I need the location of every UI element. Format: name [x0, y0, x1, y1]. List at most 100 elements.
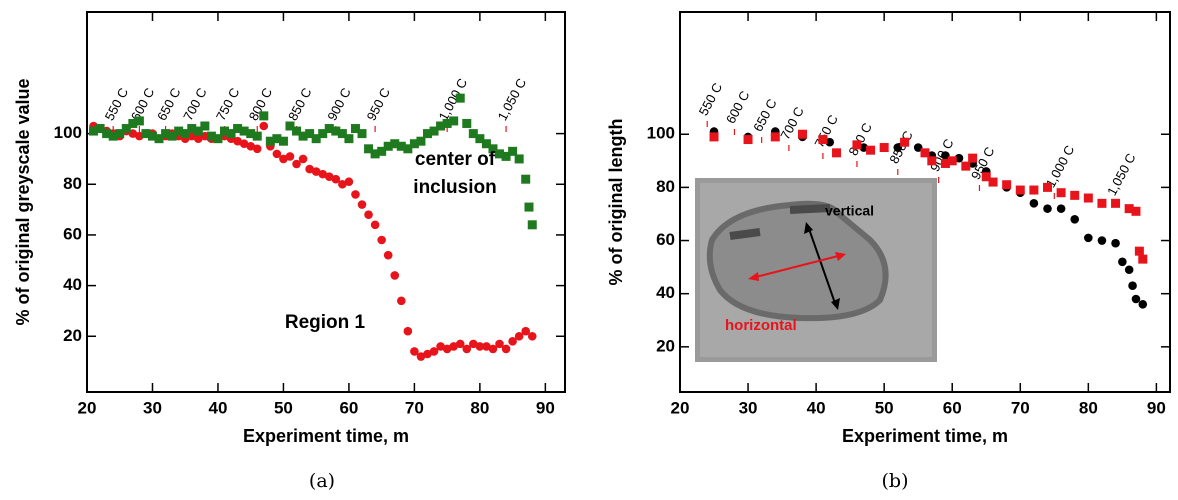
circle-point: [351, 190, 360, 199]
square-point: [89, 126, 99, 136]
square-point: [233, 124, 243, 134]
circle-point: [423, 349, 432, 359]
circle-point: [1118, 257, 1127, 267]
caption: (a): [309, 470, 335, 492]
circle-point: [285, 152, 295, 161]
square-point: [900, 137, 910, 147]
vertical-arrow: [807, 225, 837, 307]
annotation: 700 C: [180, 85, 210, 123]
circle-point: [482, 342, 491, 351]
circle-point: [397, 296, 406, 306]
square-point: [1097, 198, 1107, 208]
square-point: [527, 220, 537, 230]
square-point: [1043, 182, 1052, 192]
circle-point: [403, 326, 413, 336]
circle-point: [416, 352, 426, 361]
circle-point: [1056, 204, 1066, 213]
note: center of: [415, 149, 496, 170]
square-point: [383, 141, 393, 151]
series: [89, 93, 537, 230]
circle-point: [1131, 294, 1141, 304]
square-point: [272, 134, 282, 144]
square-point: [462, 118, 472, 128]
square-point: [187, 124, 197, 134]
square-point: [409, 139, 419, 149]
inset-dark-edge: [729, 204, 831, 240]
square-point: [337, 129, 347, 139]
circle-point: [233, 136, 242, 146]
square-point: [1131, 206, 1141, 216]
x-tick-label: 90: [1147, 398, 1166, 417]
square-point: [940, 158, 950, 168]
square-point: [920, 148, 930, 158]
circle-point: [941, 151, 950, 160]
square-point: [403, 144, 413, 154]
square-point: [1070, 190, 1080, 200]
caption: (b): [882, 470, 909, 492]
square-point: [422, 129, 432, 139]
square-point: [226, 129, 236, 139]
square-point: [108, 131, 118, 141]
square-point: [344, 134, 354, 144]
square-point: [200, 121, 210, 131]
square-point: [265, 136, 275, 146]
circle-point: [279, 154, 288, 164]
square-point: [128, 118, 138, 128]
x-tick-label: 80: [470, 398, 489, 417]
circle-point: [501, 344, 511, 354]
circle-point: [331, 174, 341, 184]
circle-point: [357, 200, 367, 209]
x-tick-label: 20: [671, 398, 690, 417]
circle-point: [1111, 238, 1120, 248]
circle-point: [370, 220, 380, 230]
square-point: [154, 134, 164, 144]
annotation: 550 C: [102, 85, 132, 123]
y-tick-label: 20: [656, 336, 675, 355]
square-point: [981, 172, 991, 182]
circle-point: [194, 134, 203, 143]
circle-point: [410, 347, 419, 356]
annotation: 550 C: [696, 80, 726, 118]
square-point: [521, 174, 531, 184]
x-tick-label: 80: [1079, 398, 1098, 417]
square-point: [455, 93, 465, 103]
square-point: [239, 126, 249, 136]
plot-frame: [86, 11, 566, 393]
circle-point: [488, 344, 498, 354]
square-point: [798, 129, 807, 139]
y-tick-label: 40: [63, 275, 82, 294]
square-point: [318, 129, 328, 139]
square-point: [377, 146, 387, 156]
circle-point: [954, 153, 964, 163]
square-point: [879, 143, 889, 153]
circle-point: [825, 137, 835, 147]
plot-frame: [679, 11, 1171, 393]
square-point: [141, 129, 151, 139]
y-axis-label: % of original greyscale value: [13, 78, 33, 325]
x-tick-label: 60: [943, 398, 962, 417]
circle-point: [318, 169, 328, 179]
circle-point: [455, 339, 465, 349]
circle-point: [298, 154, 308, 164]
circle-point: [246, 141, 255, 151]
circle-point: [259, 121, 269, 131]
x-tick-label: 40: [208, 398, 227, 417]
square-point: [1111, 198, 1121, 208]
square-point: [852, 140, 862, 150]
y-tick-label: 80: [63, 174, 82, 193]
annotation: 1,050 C: [495, 76, 530, 123]
square-point: [927, 156, 937, 166]
square-point: [709, 132, 719, 142]
square-point: [1138, 254, 1148, 264]
circle-point: [449, 342, 458, 351]
square-point: [174, 126, 184, 136]
annotation: 850 C: [285, 85, 315, 123]
x-tick-label: 90: [536, 398, 555, 417]
annotation: 900 C: [324, 85, 354, 123]
square-point: [311, 134, 321, 144]
circle-point: [859, 143, 869, 152]
square-point: [370, 149, 380, 159]
circle-point: [383, 250, 393, 260]
square-point: [968, 153, 978, 163]
square-point: [468, 129, 478, 139]
